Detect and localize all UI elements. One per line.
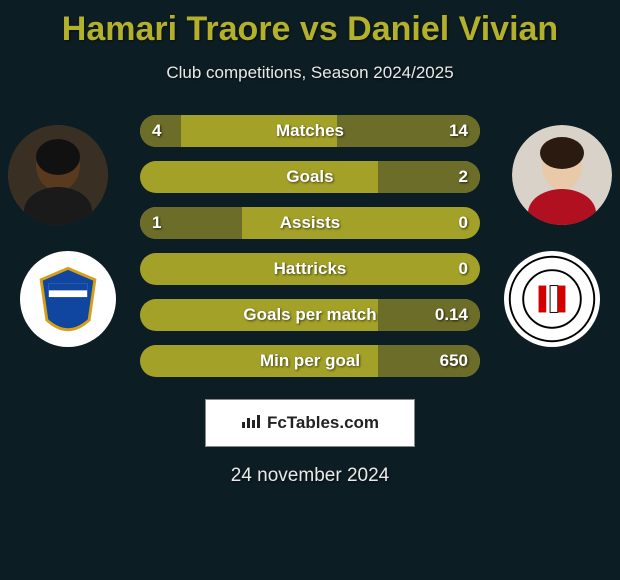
stat-label: Min per goal <box>140 345 480 377</box>
stat-label: Matches <box>140 115 480 147</box>
stat-row: Goals2 <box>140 161 480 193</box>
stat-value-left: 1 <box>152 207 161 239</box>
page-title: Hamari Traore vs Daniel Vivian <box>0 0 620 49</box>
stat-value-right: 0 <box>459 207 468 239</box>
stat-label: Goals <box>140 161 480 193</box>
stat-value-right: 650 <box>440 345 468 377</box>
stat-row: Assists1 0 <box>140 207 480 239</box>
subtitle: Club competitions, Season 2024/2025 <box>0 63 620 83</box>
stats-area: Matches414Goals2Assists10Hattricks0Goals… <box>0 109 620 399</box>
stat-value-left: 4 <box>152 115 161 147</box>
stat-row: Min per goal650 <box>140 345 480 377</box>
stat-value-right: 0.14 <box>435 299 468 331</box>
player-left-avatar <box>8 125 108 225</box>
stat-row: Hattricks0 <box>140 253 480 285</box>
date-label: 24 november 2024 <box>0 465 620 487</box>
chart-icon <box>241 413 261 434</box>
club-right-badge <box>504 251 600 347</box>
stat-label: Hattricks <box>140 253 480 285</box>
stat-value-right: 0 <box>459 253 468 285</box>
stat-label: Goals per match <box>140 299 480 331</box>
stat-row: Matches4 14 <box>140 115 480 147</box>
stat-row: Goals per match0.14 <box>140 299 480 331</box>
source-label: FcTables.com <box>267 413 379 433</box>
club-left-badge <box>20 251 116 347</box>
comparison-bars: Matches414Goals2Assists10Hattricks0Goals… <box>140 115 480 391</box>
source-badge: FcTables.com <box>205 399 415 447</box>
player-right-avatar <box>512 125 612 225</box>
stat-label: Assists <box>140 207 480 239</box>
stat-value-right: 2 <box>459 161 468 193</box>
stat-value-right: 14 <box>449 115 468 147</box>
